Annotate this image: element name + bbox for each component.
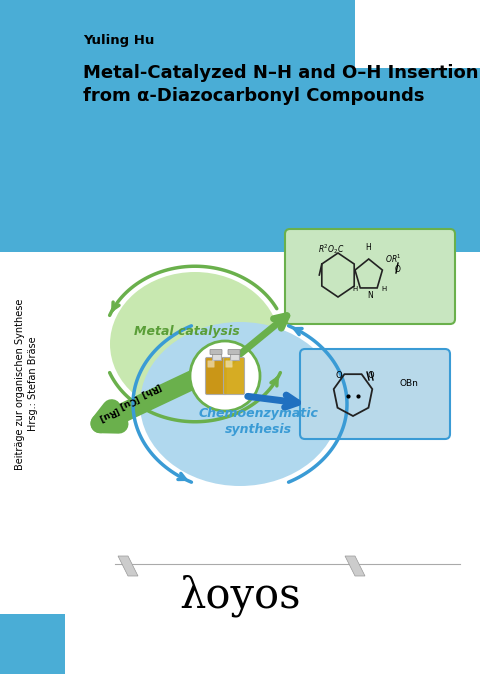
FancyBboxPatch shape	[300, 349, 450, 439]
Text: O: O	[368, 371, 374, 381]
Text: $R^2O_2C$: $R^2O_2C$	[318, 242, 345, 256]
Text: Yuling Hu: Yuling Hu	[83, 34, 155, 47]
Bar	[212, 353, 220, 360]
Text: OBn: OBn	[400, 379, 419, 388]
Text: Chemoenzymatic
synthesis: Chemoenzymatic synthesis	[198, 408, 318, 437]
FancyBboxPatch shape	[224, 357, 244, 394]
FancyBboxPatch shape	[285, 229, 455, 324]
Text: H: H	[382, 286, 386, 292]
Text: H: H	[365, 243, 371, 251]
Text: H: H	[352, 286, 358, 292]
Ellipse shape	[190, 341, 260, 411]
Polygon shape	[345, 556, 365, 576]
Bar	[0, 0, 480, 252]
Text: N: N	[367, 290, 373, 299]
Text: [Cu]: [Cu]	[117, 394, 140, 410]
Text: from α-Diazocarbonyl Compounds: from α-Diazocarbonyl Compounds	[83, 87, 424, 105]
Text: Beiträge zur organischen Synthese: Beiträge zur organischen Synthese	[15, 299, 25, 470]
Bar	[355, 0, 480, 68]
Text: O: O	[395, 264, 401, 274]
Text: [Ru]: [Ru]	[96, 405, 120, 423]
FancyBboxPatch shape	[207, 361, 215, 367]
Polygon shape	[118, 556, 138, 576]
FancyBboxPatch shape	[205, 357, 227, 394]
Text: Metal catalysis: Metal catalysis	[134, 326, 240, 338]
Ellipse shape	[110, 272, 280, 416]
FancyBboxPatch shape	[228, 350, 240, 355]
Text: O: O	[336, 371, 342, 381]
FancyBboxPatch shape	[226, 361, 232, 367]
Text: λoyos: λoyos	[179, 575, 301, 617]
Text: Hrsg.: Stefan Bräse: Hrsg.: Stefan Bräse	[28, 337, 38, 431]
Text: Metal-Catalyzed N–H and O–H Insertion: Metal-Catalyzed N–H and O–H Insertion	[83, 64, 479, 82]
Ellipse shape	[140, 322, 340, 486]
Bar	[229, 353, 239, 360]
Text: $OR^1$: $OR^1$	[385, 253, 402, 265]
FancyBboxPatch shape	[210, 350, 222, 355]
Bar	[0, 614, 65, 674]
Text: [Rh]: [Rh]	[138, 381, 162, 399]
